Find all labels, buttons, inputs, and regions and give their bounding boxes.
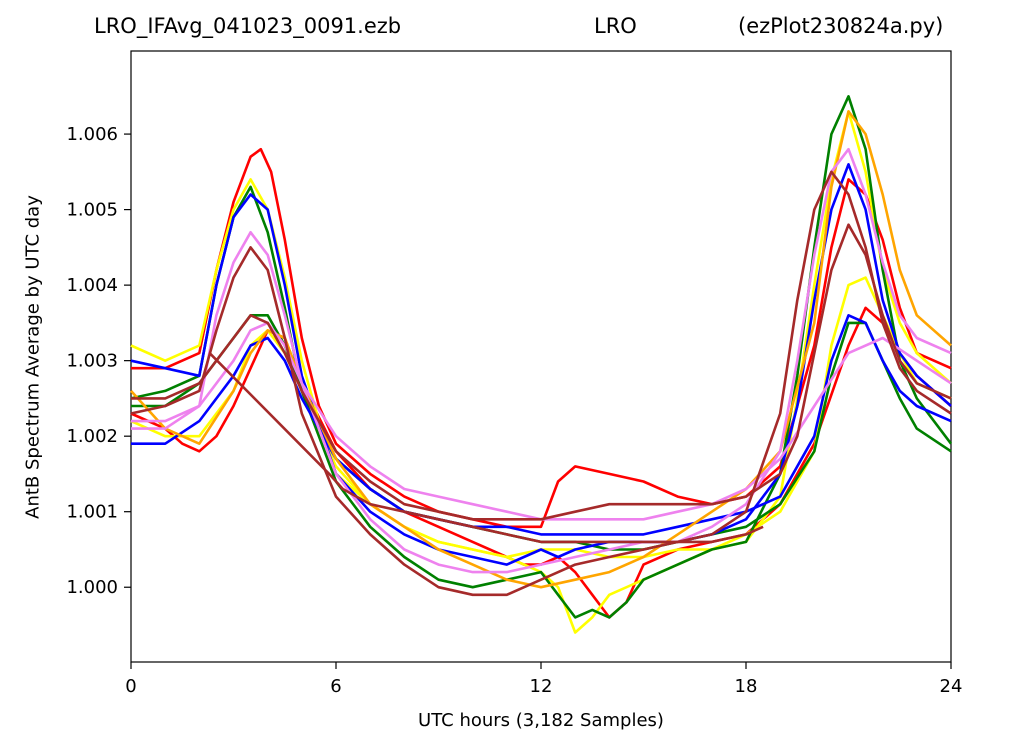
y-axis: 1.000 1.001 1.002 1.003 1.004 1.005 1.006 [66,124,131,598]
series-line-9 [130,110,952,589]
series-group [130,95,953,634]
chart-title-filename: LRO_IFAvg_041023_0091.ezb [94,14,402,38]
y-tick-label: 1.001 [66,502,118,523]
y-tick-label: 1.005 [66,200,118,221]
series-line-2 [130,306,952,619]
series-line-14 [208,352,764,544]
y-tick-label: 1.004 [66,275,118,296]
series-line-1 [131,147,952,529]
x-tick-label: 12 [530,676,553,697]
y-tick-label: 1.003 [66,351,118,372]
plot-frame [130,50,952,663]
x-tick-label: 18 [735,676,758,697]
series-line-8 [131,314,952,536]
x-tick-label: 24 [940,676,963,697]
y-axis-label: AntB Spectrum Average by UTC day [22,195,44,519]
series-line-11 [131,321,952,521]
x-axis-label: UTC hours (3,182 Samples) [418,710,664,731]
series-line-7 [130,163,952,566]
y-tick-label: 1.006 [66,124,118,145]
y-tick-label: 1.000 [66,577,118,598]
series-line-10 [131,147,952,574]
x-tick-label: 6 [330,676,341,697]
series-line-5 [130,95,953,619]
chart-title-site: LRO [594,14,637,38]
x-axis: 0 6 12 18 24 [125,662,962,697]
x-tick-label: 0 [125,676,136,697]
series-line-13 [131,223,952,521]
series-line-4 [130,276,952,559]
series-line-12 [130,170,952,597]
chart-title-script: (ezPlot230824a.py) [738,14,944,38]
y-tick-label: 1.002 [66,426,118,447]
